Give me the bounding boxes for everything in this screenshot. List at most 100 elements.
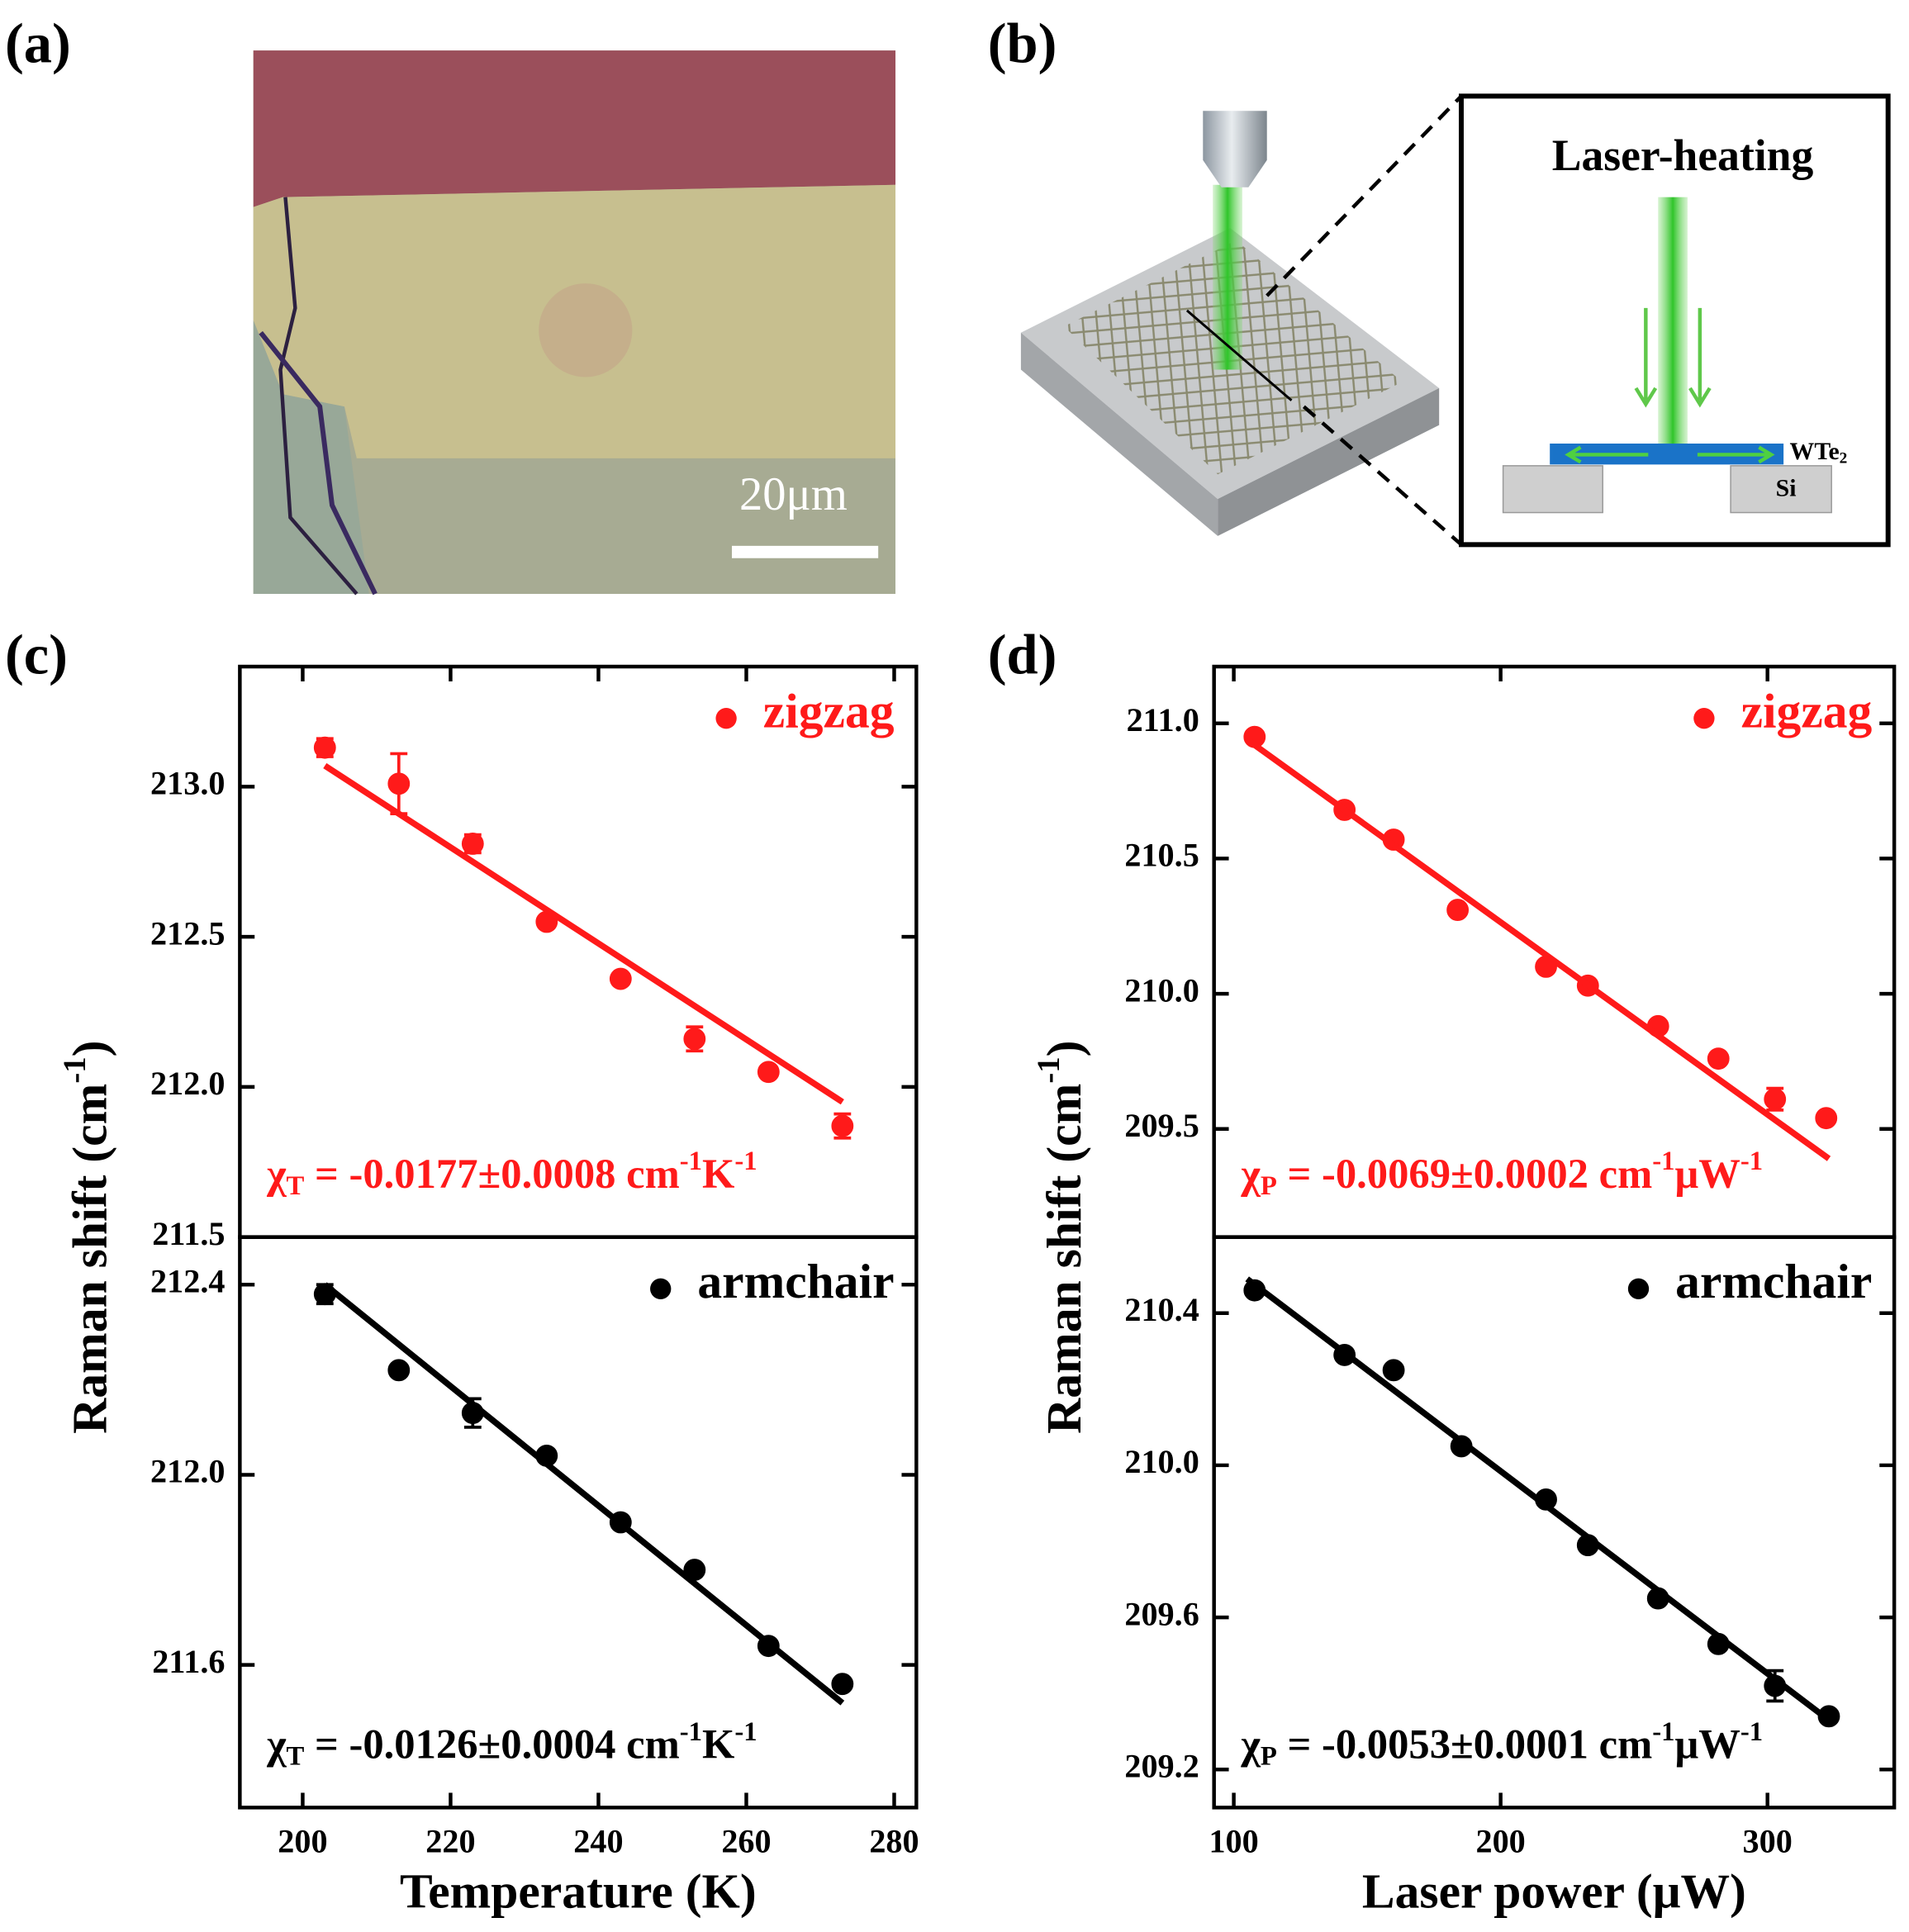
data-point — [683, 1028, 706, 1051]
legend-marker — [1693, 707, 1715, 729]
legend-label: zigzag — [763, 683, 895, 738]
data-point — [461, 833, 484, 855]
data-point — [1764, 1088, 1787, 1111]
data-point — [1382, 1359, 1405, 1382]
data-point — [609, 967, 632, 990]
y-tick-label: 211.0 — [1127, 701, 1199, 738]
arrow — [1185, 309, 1293, 401]
si-block — [1502, 465, 1603, 514]
annotation-part: χ — [1240, 1151, 1261, 1197]
data-point — [1446, 899, 1470, 922]
arrows — [1634, 307, 1712, 408]
annotation-part: -1 — [1740, 1146, 1763, 1176]
substrate-side — [1020, 332, 1218, 536]
x-tick-label: 200 — [278, 1822, 327, 1859]
x-tick-label: 240 — [573, 1822, 623, 1859]
panel-label: (b) — [988, 12, 1057, 74]
zoom-line — [1266, 94, 1463, 297]
y-axis-label: Raman shift (cm-1) — [1031, 1040, 1091, 1433]
legend-marker — [650, 1278, 672, 1300]
annotation-part: χ — [266, 1151, 287, 1197]
annotation-part: μW — [1675, 1721, 1740, 1767]
annotation-part: -1 — [734, 1146, 757, 1176]
x-tick-label: 220 — [425, 1822, 475, 1859]
annotation-part: K — [702, 1151, 734, 1197]
plot-frame — [1212, 1235, 1897, 1810]
laser-spot — [539, 283, 633, 377]
fit-line — [1245, 737, 1831, 1161]
zoom-line — [1302, 405, 1463, 547]
y-tick-label: 210.0 — [1124, 1443, 1199, 1480]
micrograph: 20μm — [253, 50, 896, 596]
y-tick-label: 212.4 — [150, 1262, 225, 1299]
schematic: Laser-heating WTe2 Si — [1020, 93, 1891, 548]
x-axis-label: Temperature (K) — [400, 1863, 757, 1918]
fit-line — [323, 762, 844, 1105]
plot-frame — [238, 1235, 919, 1810]
annotation-part: T — [287, 1171, 305, 1201]
annotation-part: χ — [266, 1721, 287, 1767]
substrate-side — [1218, 387, 1440, 536]
panel-label: (d) — [988, 623, 1057, 686]
data-point — [387, 1359, 411, 1382]
annotation-part: P — [1261, 1741, 1277, 1771]
legend-marker — [715, 707, 737, 729]
annotation-part: -1 — [680, 1716, 702, 1746]
annotation-part: = -0.0126±0.0004 cm — [304, 1721, 679, 1767]
annotation-part: χ — [1240, 1721, 1261, 1767]
panel-label: (a) — [5, 12, 71, 74]
data-point — [831, 1673, 854, 1696]
annotation: χT = -0.0126±0.0004 cm-1K-1 — [266, 1716, 757, 1771]
data-point — [387, 772, 411, 795]
data-point — [831, 1114, 854, 1137]
annotation-part: -1 — [680, 1146, 702, 1176]
annotation-part: = -0.0053±0.0001 cm — [1277, 1721, 1652, 1767]
x-tick-label: 260 — [721, 1822, 771, 1859]
annotation-part: P — [1261, 1171, 1277, 1201]
y-tick-label: 209.2 — [1124, 1748, 1199, 1785]
data-point — [313, 736, 336, 759]
y-tick-label: 211.6 — [152, 1643, 225, 1680]
laser-beam — [1213, 184, 1242, 370]
material-label: WTe2 — [1790, 438, 1848, 468]
annotation-part: = -0.0177±0.0008 cm — [304, 1151, 679, 1197]
crack — [278, 197, 359, 596]
x-tick-label: 100 — [1209, 1822, 1258, 1859]
annotation-part: -1 — [1740, 1716, 1763, 1746]
substrate-label: Si — [1776, 475, 1797, 502]
y-axis-label: Raman shift (cm-1) — [57, 1040, 117, 1433]
si-block — [1730, 465, 1832, 514]
y-axis-label-part: Raman shift (cm — [62, 1084, 116, 1434]
y-tick-label: 210.0 — [1124, 971, 1199, 1009]
y-tick-label: 212.0 — [150, 1065, 225, 1102]
fit-line — [1245, 1276, 1831, 1723]
legend-marker — [1627, 1278, 1650, 1300]
y-axis-label-part: Raman shift (cm — [1037, 1084, 1091, 1434]
laser-beam — [1658, 197, 1688, 444]
annotation: χP = -0.0053±0.0001 cm-1μW-1 — [1240, 1716, 1763, 1771]
material-label: WTe — [1790, 438, 1840, 465]
y-tick-label: 213.0 — [150, 765, 225, 802]
panel-label: (c) — [5, 623, 68, 686]
annotation: χT = -0.0177±0.0008 cm-1K-1 — [266, 1146, 757, 1201]
legend-label: armchair — [697, 1254, 894, 1308]
y-axis-label-part: ) — [1037, 1040, 1091, 1056]
y-tick-label: 210.5 — [1124, 837, 1199, 874]
y-tick-label: 212.5 — [150, 914, 225, 952]
y-tick-label: 211.5 — [152, 1215, 225, 1252]
y-tick-label: 212.0 — [150, 1453, 225, 1490]
annotation-part: -1 — [1652, 1146, 1674, 1176]
data-point — [757, 1061, 780, 1084]
annotation-part: μW — [1675, 1151, 1740, 1197]
annotation-part: -1 — [734, 1716, 757, 1746]
y-axis-label-part: -1 — [57, 1056, 93, 1083]
crack — [259, 330, 378, 596]
annotation-part: K — [702, 1721, 734, 1767]
arrows — [1565, 445, 1775, 464]
x-tick-label: 200 — [1475, 1822, 1525, 1859]
scale-bar — [731, 545, 879, 558]
y-tick-label: 209.5 — [1124, 1107, 1199, 1144]
x-tick-label: 300 — [1743, 1822, 1793, 1859]
